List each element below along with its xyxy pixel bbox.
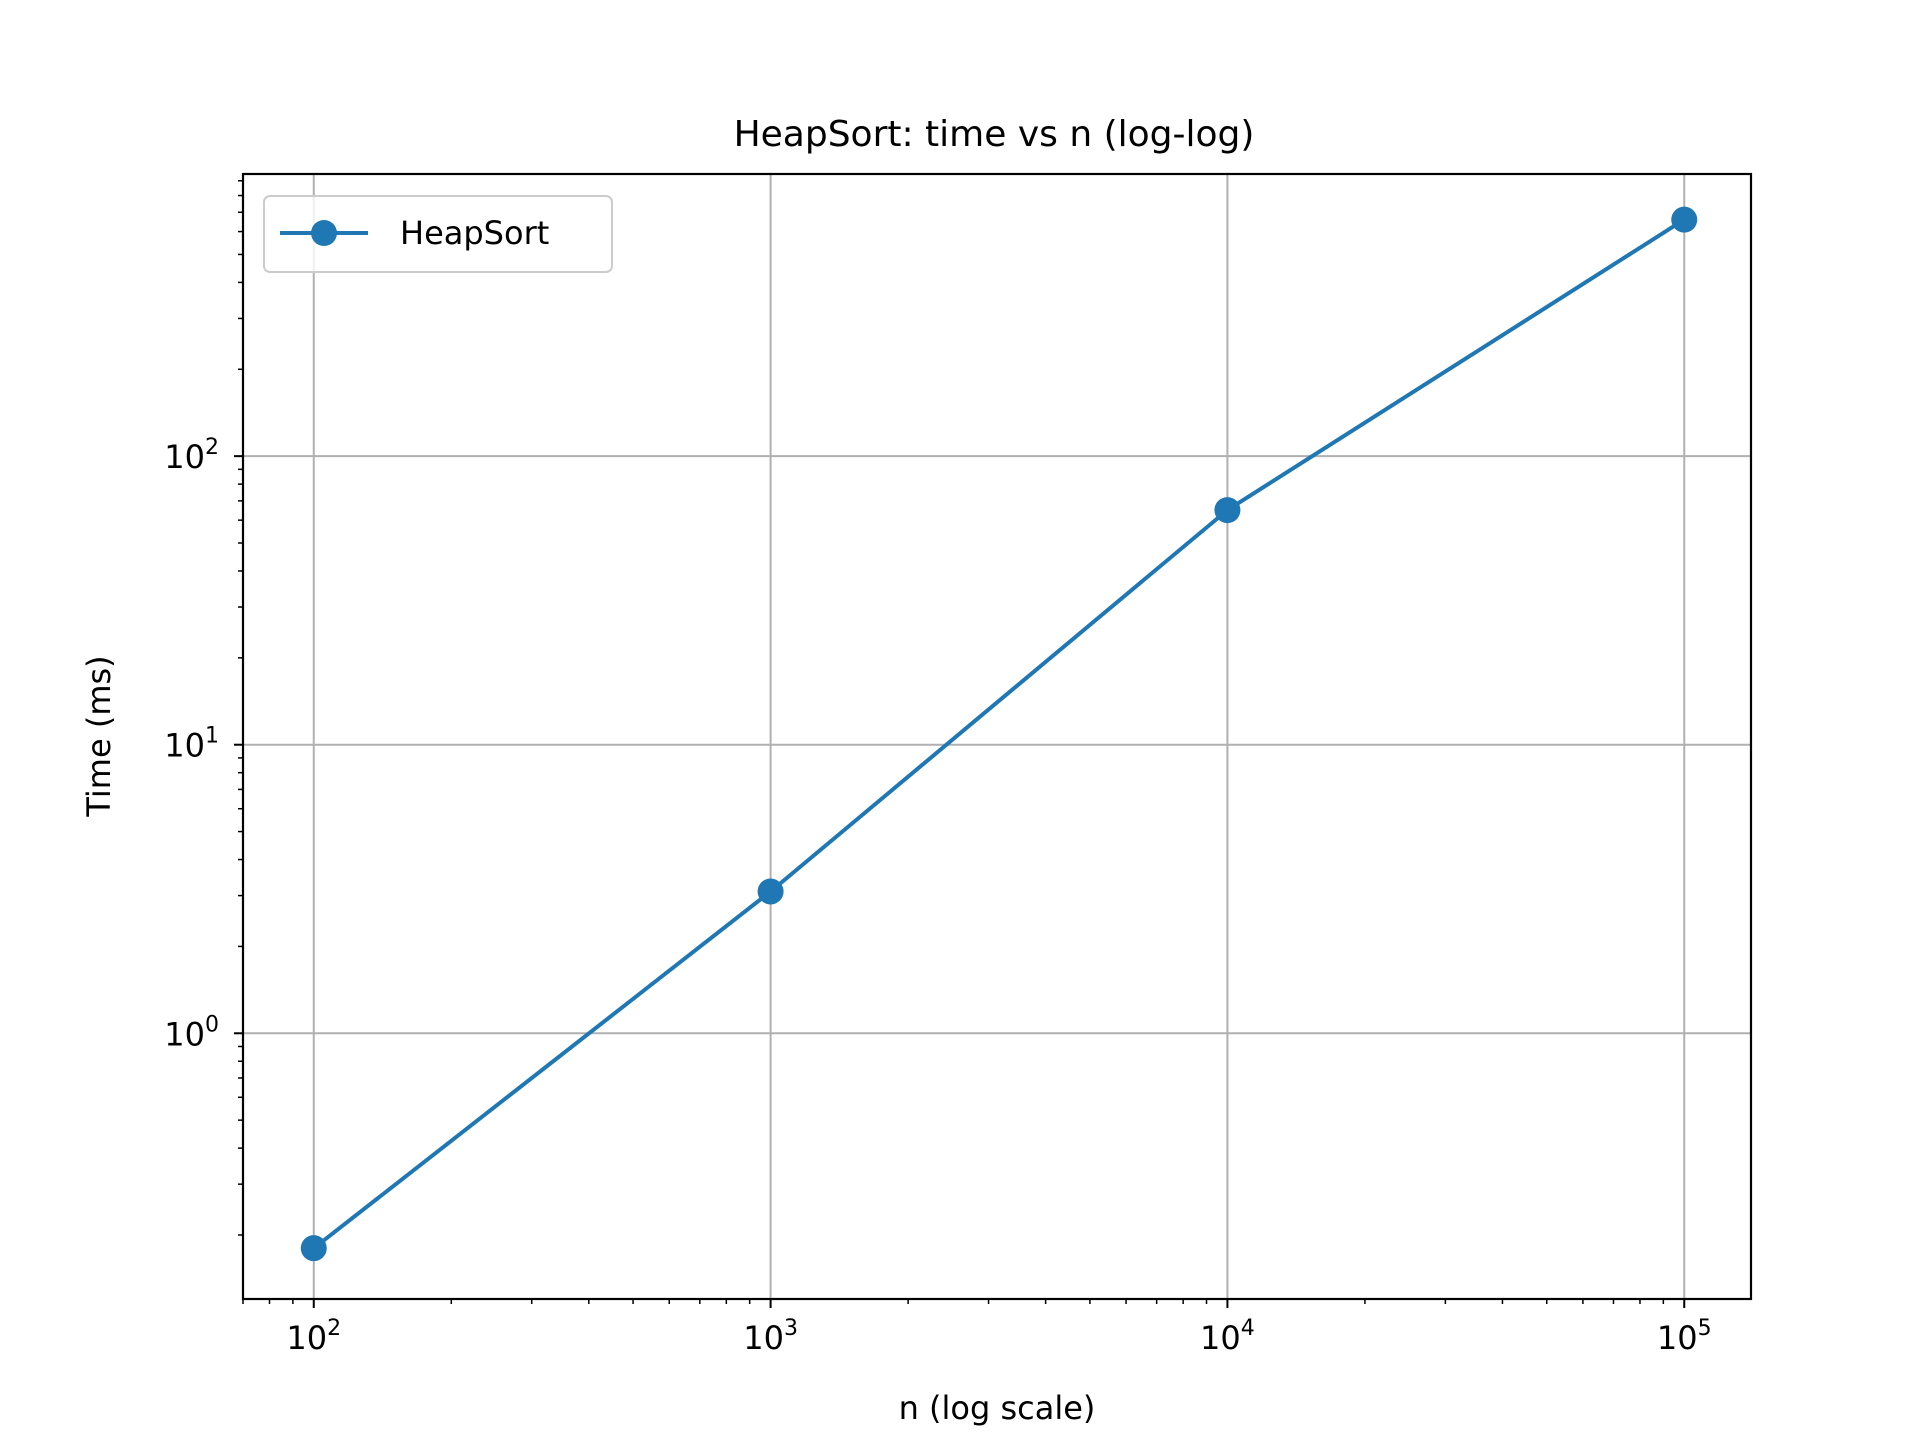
x-axis-label: n (log scale) [899,1389,1096,1427]
major-ticks [234,455,1686,1308]
data-point-heapsort [1214,497,1241,524]
data-point-heapsort [757,878,784,905]
plot-background [243,174,1751,1299]
legend: HeapSort [263,195,613,273]
series-layer [300,206,1698,1262]
plot-area [234,172,1753,1308]
grid [243,174,1751,1299]
x-tick-label: 104 [1200,1316,1255,1357]
data-point-heapsort [1671,206,1698,233]
x-tick-label: 103 [743,1316,798,1357]
series-line-heapsort [312,217,1686,1250]
y-tick-label: 101 [164,724,219,765]
data-point-heapsort [300,1235,327,1262]
y-tick-label: 102 [164,435,219,476]
chart-title: HeapSort: time vs n (log-log) [734,114,1255,155]
x-tick-label: 102 [286,1316,341,1357]
legend-label: HeapSort [400,214,549,252]
plot-frame [241,172,1753,1301]
legend-marker-icon [311,220,337,246]
y-axis-label: Time (ms) [80,655,118,817]
y-tick-label: 100 [164,1012,219,1053]
x-tick-label: 105 [1657,1316,1712,1357]
legend-box [263,195,613,273]
tick-labels: 102 103 104 105 100 101 102 [164,435,1711,1357]
